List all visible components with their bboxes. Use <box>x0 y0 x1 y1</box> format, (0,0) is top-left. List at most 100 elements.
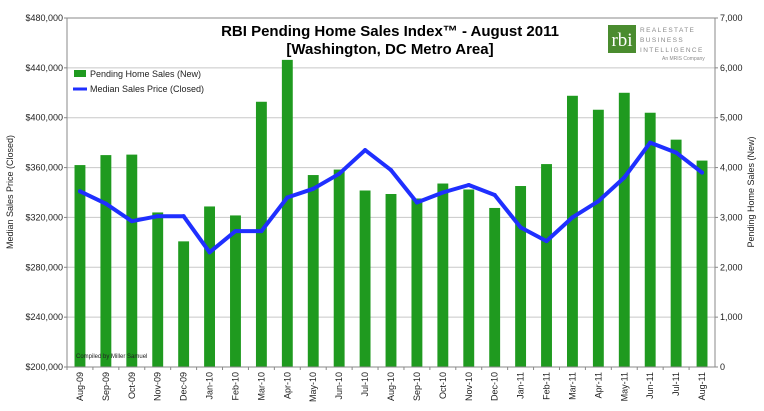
x-tick-label: Jul-11 <box>671 372 681 396</box>
logo-mark <box>608 25 636 53</box>
line-point <box>389 168 393 173</box>
x-tick-label: Dec-10 <box>490 372 500 401</box>
left-tick-label: $440,000 <box>25 63 63 73</box>
x-tick-label: Sep-10 <box>412 372 422 401</box>
plot-frame <box>66 17 716 368</box>
x-tick-label: Mar-11 <box>567 372 577 400</box>
x-tick-label: Jun-11 <box>645 372 655 399</box>
bar <box>566 95 578 367</box>
line-point <box>285 195 290 200</box>
bar <box>592 109 604 367</box>
bar <box>437 183 449 367</box>
bar <box>126 154 138 367</box>
right-tick-label: 2,000 <box>720 262 743 272</box>
line-point <box>544 239 549 244</box>
line-point <box>466 183 471 188</box>
logo-sub: An MRIS Company <box>662 56 705 62</box>
line-point <box>259 229 264 234</box>
line-point <box>311 186 316 191</box>
bar <box>230 215 241 367</box>
line-point <box>363 148 368 153</box>
right-tick-label: 6,000 <box>720 63 743 73</box>
line-point <box>77 189 82 194</box>
x-tick-label: Dec-09 <box>179 372 189 401</box>
x-tick-label: Jul-10 <box>360 372 370 397</box>
right-tick-label: 4,000 <box>720 163 743 173</box>
x-tick-label: Oct-09 <box>127 372 137 399</box>
x-tick-label: Nov-10 <box>464 372 474 401</box>
chart-title: RBI Pending Home Sales Index™ - August 2… <box>221 23 559 40</box>
x-tick-label: Aug-09 <box>75 372 85 401</box>
line-point <box>103 201 108 206</box>
x-axis-ticks: Aug-09 Sep-09 Oct-09 Nov-09 Dec-09 Jan-10 Feb-… <box>66 367 707 402</box>
bar <box>541 164 552 367</box>
x-tick-label: May-10 <box>308 372 318 402</box>
x-tick-label: Feb-11 <box>542 372 552 400</box>
bar <box>307 175 319 367</box>
logo-mark-text: rbi <box>611 30 632 51</box>
x-tick-label: Jan-11 <box>516 372 526 399</box>
left-tick-label: $360,000 <box>25 163 63 173</box>
line-point <box>622 175 627 180</box>
left-tick-label: $240,000 <box>25 312 63 322</box>
right-axis-ticks: 0 1,000 2,000 3,000 4,000 5,000 6,000 7,000 <box>715 13 743 372</box>
left-tick-label: $480,000 <box>25 13 63 23</box>
x-tick-label: Aug-11 <box>697 372 707 400</box>
line-point <box>233 229 238 234</box>
x-tick-label: Mar-10 <box>256 372 266 401</box>
right-tick-label: 7,000 <box>720 13 743 23</box>
line-point <box>674 150 679 155</box>
right-tick-label: 5,000 <box>720 113 743 123</box>
legend: Pending Home Sales (New) Median Sales Pr… <box>73 69 204 94</box>
legend-swatch-bars <box>74 70 86 77</box>
left-tick-label: $280,000 <box>25 262 63 272</box>
bar <box>515 186 527 367</box>
x-tick-label: May-11 <box>619 372 629 401</box>
line-point <box>129 219 134 224</box>
legend-label-line: Median Sales Price (Closed) <box>90 84 204 94</box>
bar <box>618 92 630 368</box>
bar <box>100 155 112 367</box>
bar <box>255 101 267 367</box>
line-point <box>155 214 160 219</box>
legend-label-bars: Pending Home Sales (New) <box>90 69 201 79</box>
logo-line3: INTELLIGENCE <box>640 47 704 54</box>
logo-line1: REALESTATE <box>640 27 695 34</box>
bar <box>696 160 708 367</box>
x-tick-label: Jan-10 <box>205 372 215 400</box>
x-tick-label: Aug-10 <box>386 372 396 401</box>
bar <box>281 59 293 367</box>
line-point <box>181 214 186 219</box>
left-tick-label: $320,000 <box>25 212 63 222</box>
x-tick-label: Jun-10 <box>334 372 344 400</box>
y-axis-left-label: Median Sales Price (Closed) <box>5 135 15 249</box>
source-note: Compiled by Miller Samuel <box>76 354 147 360</box>
bar <box>411 198 423 367</box>
line-point <box>492 192 497 197</box>
bar <box>489 207 501 367</box>
right-tick-label: 1,000 <box>720 312 743 322</box>
bar <box>463 189 475 367</box>
bar <box>359 190 371 367</box>
x-tick-label: Sep-09 <box>101 372 111 401</box>
right-tick-label: 3,000 <box>720 212 743 222</box>
x-tick-label: Oct-10 <box>438 372 448 399</box>
line-point <box>414 200 419 205</box>
y-axis-right-label: Pending Home Sales (New) <box>746 136 756 247</box>
x-tick-label: Apr-11 <box>593 372 603 398</box>
bar <box>670 139 682 367</box>
bar <box>74 165 86 367</box>
line-point <box>518 225 523 230</box>
bar <box>333 169 345 367</box>
line-point <box>207 250 212 255</box>
bar <box>178 241 190 367</box>
logo-line2: BUSINESS <box>640 37 684 44</box>
bar <box>385 193 397 367</box>
line-point <box>648 140 653 145</box>
left-tick-label: $200,000 <box>25 362 63 372</box>
bar <box>644 112 656 367</box>
left-axis-ticks: $200,000 $240,000 $280,000 $320,000 $360,000… <box>25 13 67 372</box>
x-tick-label: Apr-10 <box>282 372 292 399</box>
left-tick-label: $400,000 <box>25 113 63 123</box>
